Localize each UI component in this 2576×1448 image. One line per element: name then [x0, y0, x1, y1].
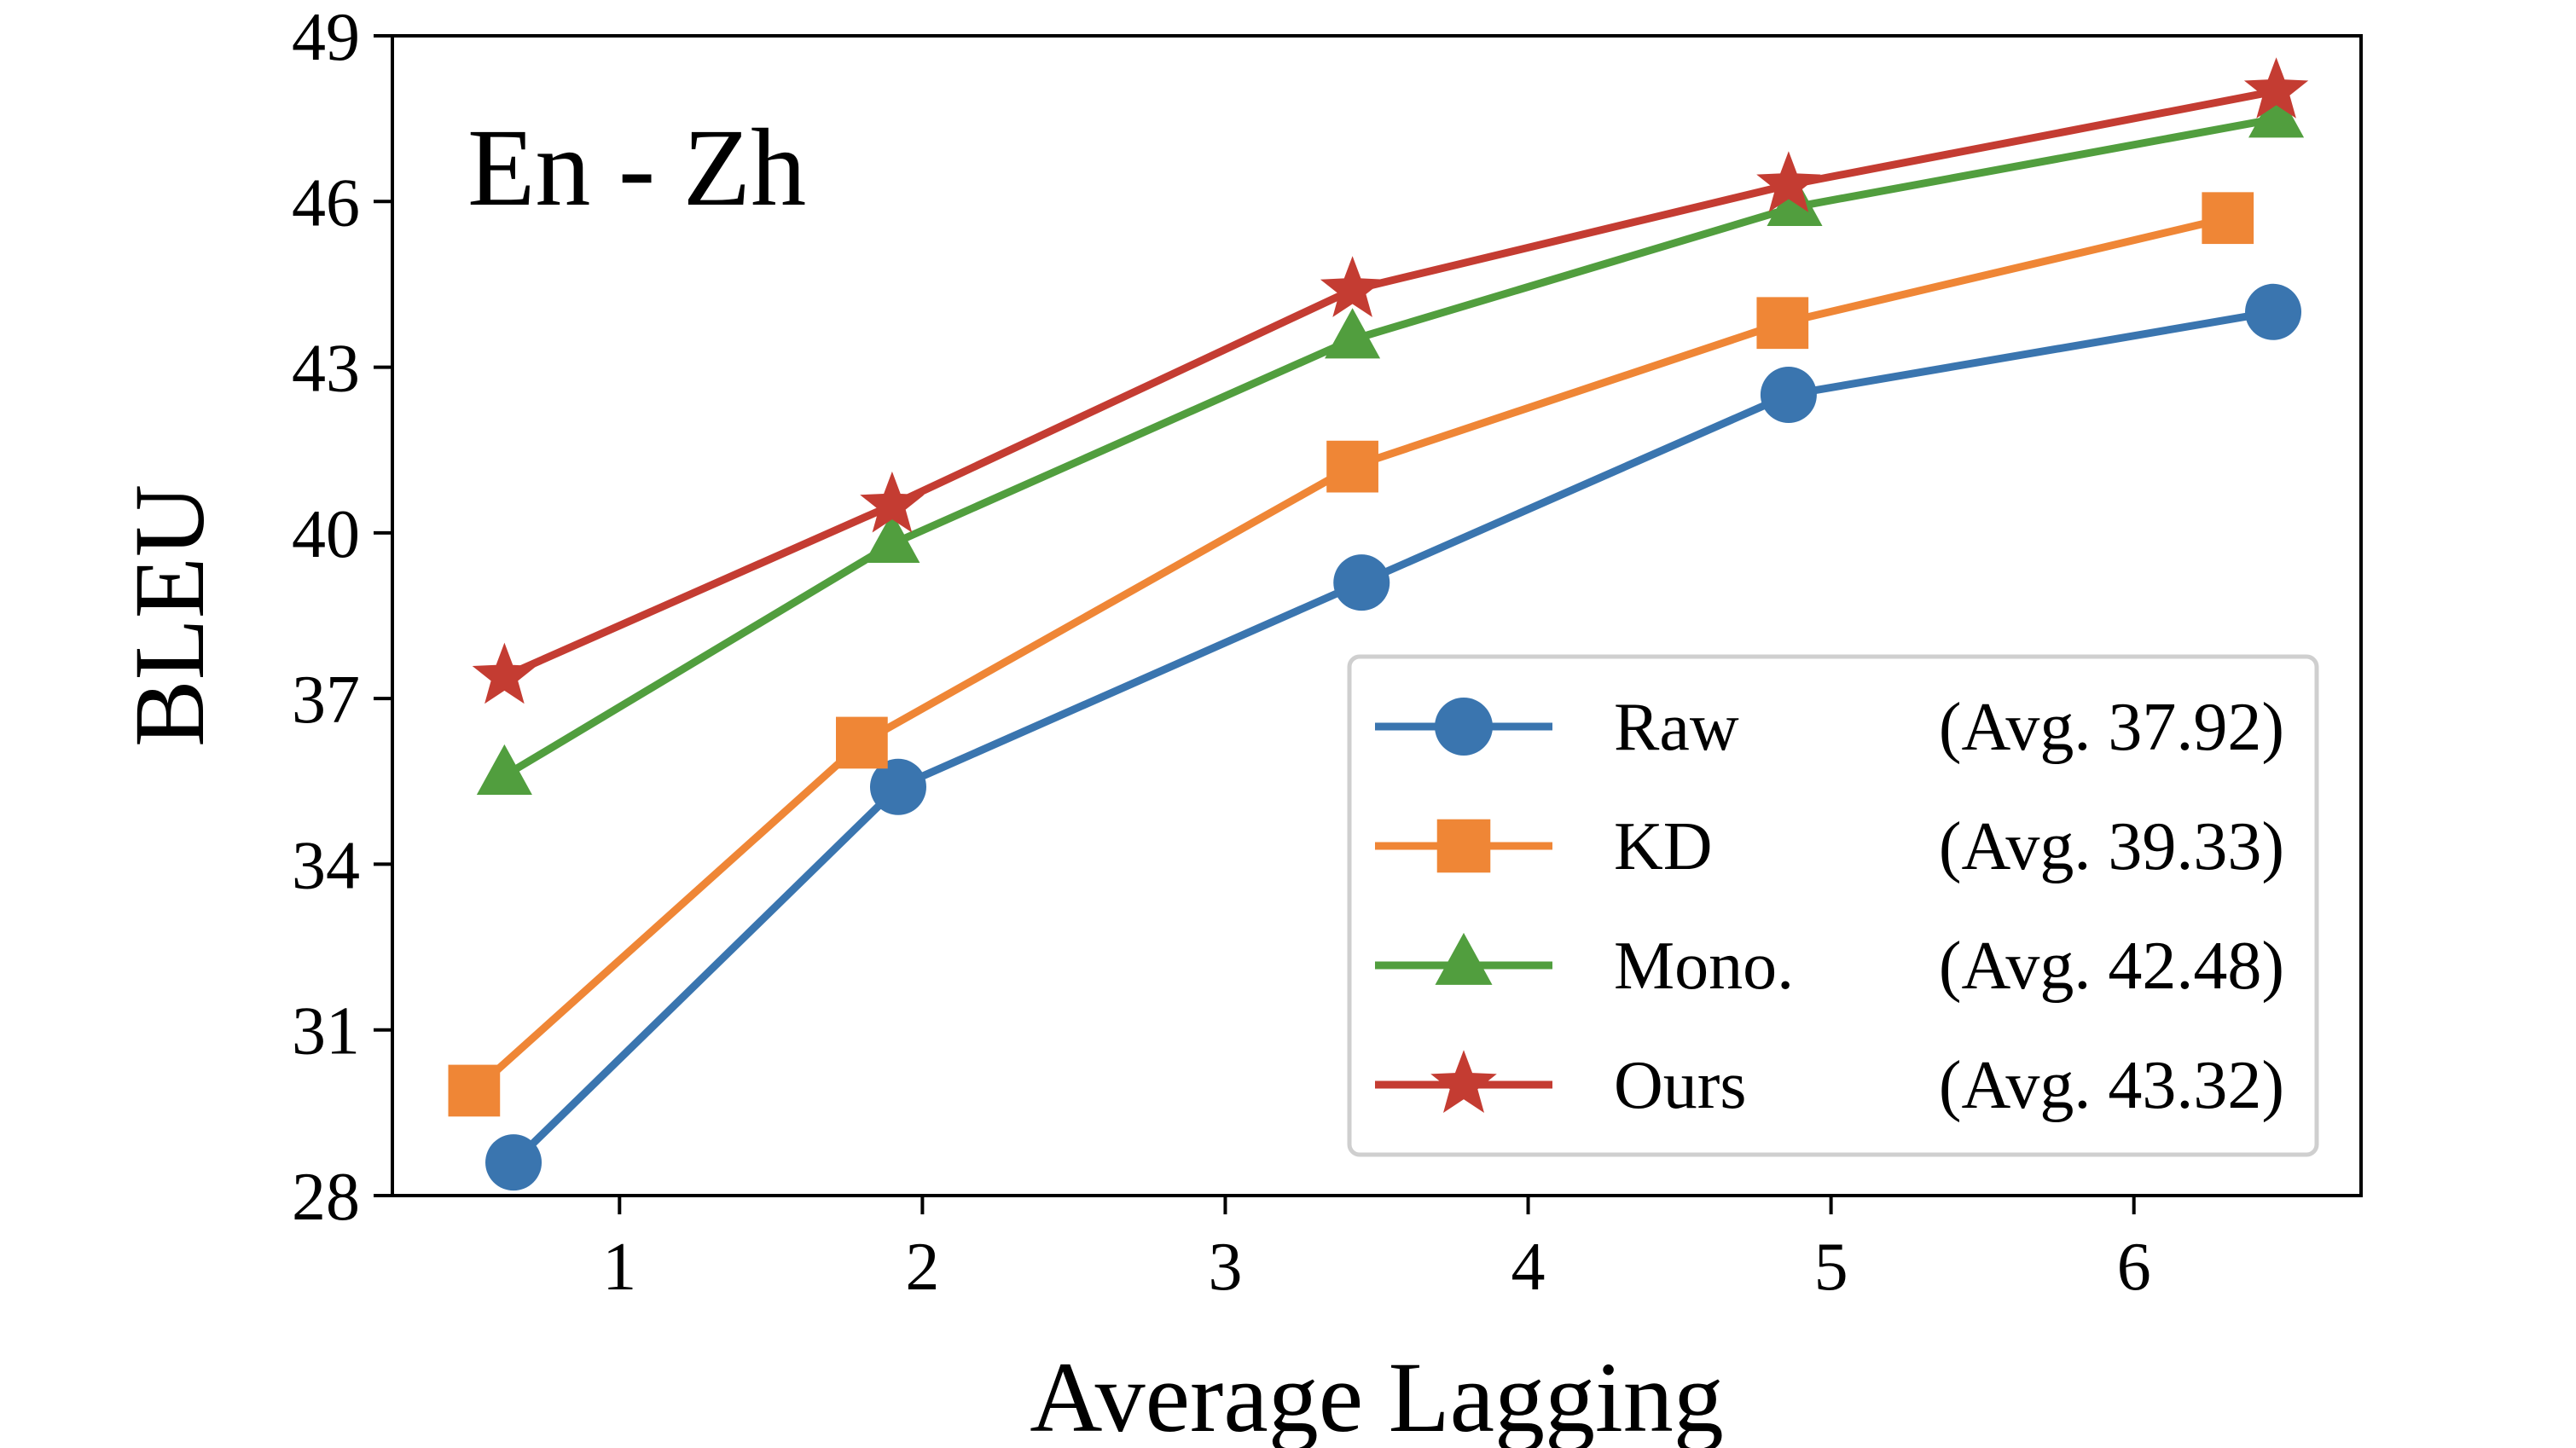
- x-tick-label: 1: [602, 1230, 636, 1305]
- data-point-kd: [448, 1064, 501, 1117]
- legend-label-ours: Ours: [1614, 1048, 1747, 1123]
- legend-note-raw: (Avg. 37.92): [1939, 690, 2284, 765]
- data-point-kd: [836, 716, 888, 769]
- data-point-mono: [1325, 308, 1381, 359]
- x-tick-label: 5: [1814, 1230, 1848, 1305]
- data-point-ours: [1320, 256, 1385, 317]
- x-axis-label: Average Lagging: [1030, 1341, 1724, 1448]
- x-tick-label: 6: [2117, 1230, 2151, 1305]
- x-tick-label: 2: [905, 1230, 939, 1305]
- legend-label-kd: KD: [1614, 809, 1713, 884]
- y-tick-label: 43: [292, 332, 360, 407]
- chart-annotation: En - Zh: [467, 107, 806, 229]
- data-point-raw: [1760, 366, 1817, 423]
- data-point-kd: [1326, 440, 1378, 493]
- legend-marker-ours: [1430, 1050, 1497, 1113]
- series-kd: [448, 192, 2254, 1117]
- legend-marker-kd: [1436, 819, 1491, 873]
- data-point-ours: [472, 642, 537, 704]
- legend-item-raw: Raw (Avg. 37.92): [1375, 690, 2284, 765]
- data-point-raw: [2245, 283, 2302, 340]
- y-tick-label: 34: [292, 828, 360, 903]
- legend-note-mono: (Avg. 42.48): [1939, 929, 2284, 1004]
- legend-note-kd: (Avg. 39.33): [1939, 809, 2284, 884]
- data-point-mono: [2248, 87, 2305, 138]
- y-tick-label: 49: [292, 0, 360, 75]
- data-point-ours: [1756, 151, 1821, 212]
- legend-item-mono: Mono. (Avg. 42.48): [1375, 929, 2284, 1004]
- plot-frame: [391, 34, 2363, 1197]
- legend-label-raw: Raw: [1614, 690, 1739, 765]
- data-point-ours: [860, 471, 925, 533]
- y-tick-label: 40: [292, 497, 360, 572]
- legend-label-mono: Mono.: [1614, 929, 1794, 1004]
- legend-note-ours: (Avg. 43.32): [1939, 1048, 2284, 1123]
- data-point-raw: [869, 758, 926, 815]
- y-tick-label: 31: [292, 994, 360, 1069]
- x-tick-label: 3: [1208, 1230, 1242, 1305]
- data-point-raw: [1333, 554, 1390, 611]
- series-layer: [448, 57, 2309, 1191]
- data-point-kd: [2202, 192, 2254, 245]
- data-point-mono: [864, 512, 920, 563]
- legend: Raw (Avg. 37.92) KD (Avg. 39.33) Mono. (Avg. …: [1347, 654, 2319, 1157]
- data-point-mono: [476, 744, 532, 795]
- data-point-raw: [485, 1134, 542, 1191]
- data-point-ours: [2243, 57, 2309, 119]
- series-raw: [485, 283, 2302, 1191]
- y-axis-label: BLEU: [113, 484, 225, 747]
- legend-box: [1347, 654, 2319, 1157]
- series-ours: [472, 57, 2309, 704]
- y-tick-label: 28: [292, 1160, 360, 1235]
- x-tick-label: 4: [1511, 1230, 1546, 1305]
- legend-marker-raw: [1435, 698, 1493, 756]
- data-point-kd: [1756, 297, 1809, 350]
- legend-item-kd: KD (Avg. 39.33): [1375, 809, 2284, 884]
- legend-marker-mono: [1435, 932, 1493, 985]
- y-tick-label: 46: [292, 165, 360, 240]
- y-tick-label: 37: [292, 663, 360, 738]
- legend-item-ours: Ours (Avg. 43.32): [1375, 1048, 2284, 1123]
